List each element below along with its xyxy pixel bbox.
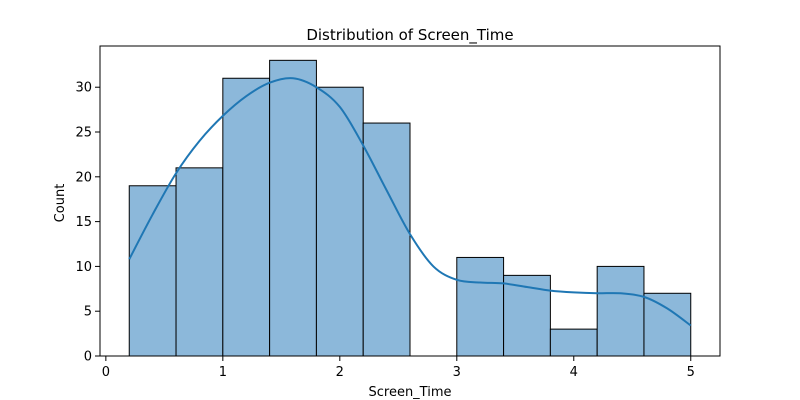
histogram-bar-9 — [549, 328, 598, 357]
x-tick-label: 3 — [453, 365, 461, 380]
x-tick-label: 5 — [687, 365, 695, 380]
x-tick-label: 4 — [570, 365, 578, 380]
kde-curve — [128, 77, 692, 327]
chart-title: Distribution of Screen_Time — [306, 26, 513, 45]
x-tick-label: 1 — [219, 365, 227, 380]
x-axis-title: Screen_Time — [368, 385, 451, 400]
histogram-bar-11 — [643, 292, 692, 357]
y-axis-title: Count — [53, 184, 68, 223]
histogram-bar-4 — [315, 86, 364, 357]
histogram-bars — [128, 59, 692, 357]
y-tick-label: 25 — [75, 126, 92, 141]
plot-frame — [99, 45, 721, 357]
y-tick-label: 15 — [75, 215, 92, 230]
y-tick-label: 20 — [75, 170, 92, 185]
histogram-bar-3 — [269, 59, 317, 357]
x-tick-label: 0 — [102, 365, 110, 380]
y-tick-label: 5 — [84, 305, 92, 320]
x-tick-label: 2 — [336, 365, 344, 380]
y-tick-label: 30 — [75, 81, 92, 96]
histogram-bar-0 — [128, 185, 177, 357]
histogram-bar-1 — [175, 167, 224, 357]
x-axis-ticks: 0 1 2 3 4 5 — [102, 356, 695, 380]
y-tick-label: 0 — [84, 350, 92, 365]
histogram-bar-10 — [596, 265, 645, 357]
histogram-bar-7 — [456, 256, 505, 357]
histogram-bar-2 — [222, 77, 271, 357]
y-tick-label: 10 — [75, 260, 92, 275]
y-axis-ticks: 0 5 10 15 20 25 30 — [75, 81, 100, 365]
